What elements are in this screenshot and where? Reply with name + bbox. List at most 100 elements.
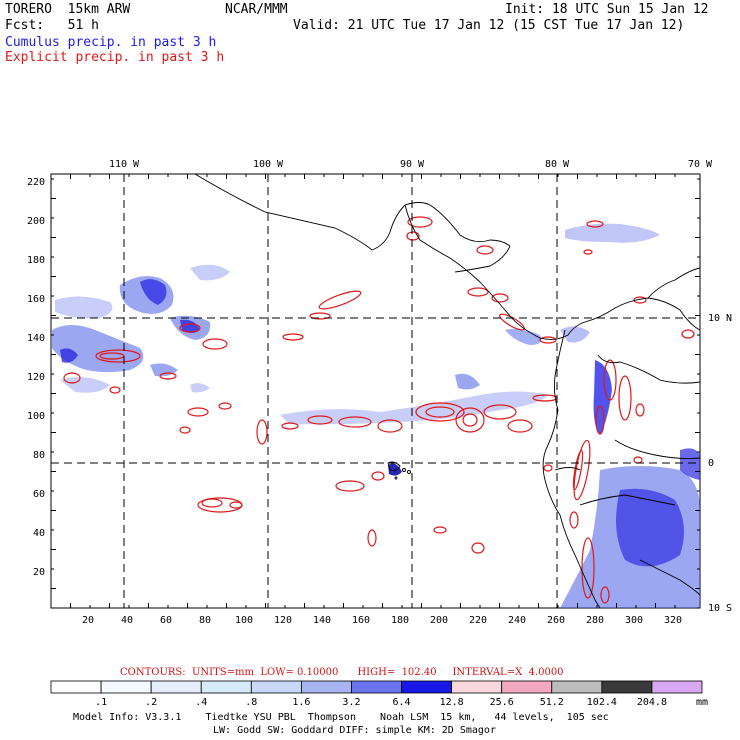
contour-info: CONTOURS: UNITS=mm LOW= 0.10000 HIGH= 10…: [120, 667, 564, 678]
y-tick-label: 40: [33, 528, 45, 539]
colorbar-label: 25.6: [490, 697, 514, 708]
y-tick-label: 80: [33, 450, 45, 461]
colorbar-swatch: [551, 680, 603, 694]
explicit-contour: [543, 464, 553, 472]
explicit-contour: [281, 422, 299, 430]
colorbar-swatch: [451, 680, 503, 694]
x-tick-label: 120: [274, 615, 292, 626]
colorbar-label: 204.8: [637, 697, 667, 708]
explicit-contour: [229, 501, 243, 509]
x-tick-label: 280: [586, 615, 604, 626]
colorbar-swatch: [401, 680, 453, 694]
x-tick-label: 260: [547, 615, 565, 626]
lon-label-100w: 100 W: [253, 159, 284, 170]
colorbar-label: .8: [245, 697, 257, 708]
model-info-line1: Model Info: V3.3.1 Tiedtke YSU PBL Thomp…: [73, 712, 609, 723]
explicit-contour: [572, 449, 584, 491]
colorbar-swatch: [150, 680, 202, 694]
explicit-contour: [377, 419, 403, 433]
axis-ticks: [50, 174, 700, 609]
colorbar-swatch: [351, 680, 402, 694]
explicit-contour: [491, 293, 509, 303]
explicit-contour: [476, 245, 494, 255]
y-tick-label: 20: [33, 567, 45, 578]
model-info-line2: LW: Godd SW: Goddard DIFF: simple KM: 2D…: [213, 725, 496, 736]
explicit-contour: [595, 405, 605, 435]
colorbar-label: 3.2: [342, 697, 360, 708]
x-tick-label: 200: [430, 615, 448, 626]
colorbar-label: 12.8: [440, 697, 464, 708]
explicit-contour: [335, 480, 365, 492]
y-tick-label: 160: [27, 294, 45, 305]
colorbar-swatch: [100, 680, 152, 694]
explicit-contour: [109, 386, 121, 394]
explicit-contour: [635, 403, 645, 417]
explicit-contour: [425, 406, 455, 418]
cumulus-area: [680, 448, 700, 480]
organization-label: NCAR/MMM: [225, 2, 288, 17]
cumulus-precip-areas: [52, 223, 700, 608]
explicit-contour: [282, 333, 304, 341]
colorbar-label: .4: [195, 697, 207, 708]
x-tick-label: 80: [199, 615, 211, 626]
colorbar-label: 102.4: [587, 697, 617, 708]
model-title: TORERO 15km ARW: [5, 2, 131, 17]
coastlines: [194, 174, 700, 608]
forecast-hour: Fcst: 51 h: [5, 18, 99, 33]
y-tick-label: 140: [27, 333, 45, 344]
explicit-contour: [603, 359, 617, 401]
explicit-contour: [462, 413, 478, 427]
cumulus-area: [505, 328, 542, 345]
explicit-contour: [569, 511, 579, 529]
explicit-contour: [467, 287, 489, 297]
colorbar-swatch: [200, 680, 252, 694]
x-tick-labels: 20 40 60 80 100 120 140 160 180 200 220 …: [82, 615, 682, 626]
x-tick-label: 180: [391, 615, 409, 626]
explicit-contour: [681, 329, 695, 339]
explicit-contour: [507, 419, 533, 433]
explicit-contour: [218, 402, 232, 410]
lat-label-10n: 10 N: [708, 313, 732, 324]
valid-time: Valid: 21 UTC Tue 17 Jan 12 (15 CST Tue …: [293, 18, 685, 33]
cumulus-area: [565, 223, 660, 243]
cumulus-area: [60, 376, 110, 393]
cumulus-area: [280, 391, 548, 425]
cumulus-area: [616, 488, 684, 567]
cumulus-area: [593, 360, 612, 435]
explicit-contour: [471, 542, 485, 554]
explicit-contour: [406, 231, 420, 241]
explicit-contour: [581, 537, 595, 599]
colorbar: .1.2.4.8 1.6 3.2 6.4 12.8 25.6 51.2 102.4 204.8 …: [50, 680, 708, 708]
x-tick-label: 160: [352, 615, 370, 626]
x-tick-label: 240: [508, 615, 526, 626]
explicit-contour: [159, 372, 177, 380]
cumulus-area: [190, 383, 210, 393]
explicit-contour: [63, 372, 81, 384]
explicit-contour: [586, 220, 604, 228]
x-tick-label: 20: [82, 615, 94, 626]
explicit-contour: [455, 407, 485, 433]
explicit-contour: [539, 336, 557, 344]
explicit-contour: [338, 416, 372, 428]
x-tick-label: 220: [469, 615, 487, 626]
colorbar-label: .1: [95, 697, 107, 708]
lon-label-90w: 90 W: [400, 159, 425, 170]
x-tick-label: 40: [121, 615, 133, 626]
lon-label-80w: 80 W: [545, 159, 570, 170]
y-tick-label: 100: [27, 411, 45, 422]
colorbar-unit: mm: [696, 697, 708, 708]
explicit-precip-contours: [63, 216, 695, 604]
cumulus-area: [180, 319, 200, 333]
cumulus-area: [560, 326, 590, 343]
lat-lon-grid: [51, 174, 700, 608]
x-tick-label: 100: [235, 615, 253, 626]
colorbar-labels: .1 .2 .4 .8 1.6 3.2 6.4 12.8 25.6 51.2 102.4 204.8: [95, 697, 667, 708]
cumulus-area: [140, 279, 167, 305]
y-tick-label: 120: [27, 372, 45, 383]
explicit-contour: [256, 419, 268, 445]
lat-label-10s: 10 S: [708, 603, 732, 614]
explicit-contour: [371, 471, 385, 481]
y-tick-label: 180: [27, 255, 45, 266]
colorbar-swatch: [300, 680, 352, 694]
